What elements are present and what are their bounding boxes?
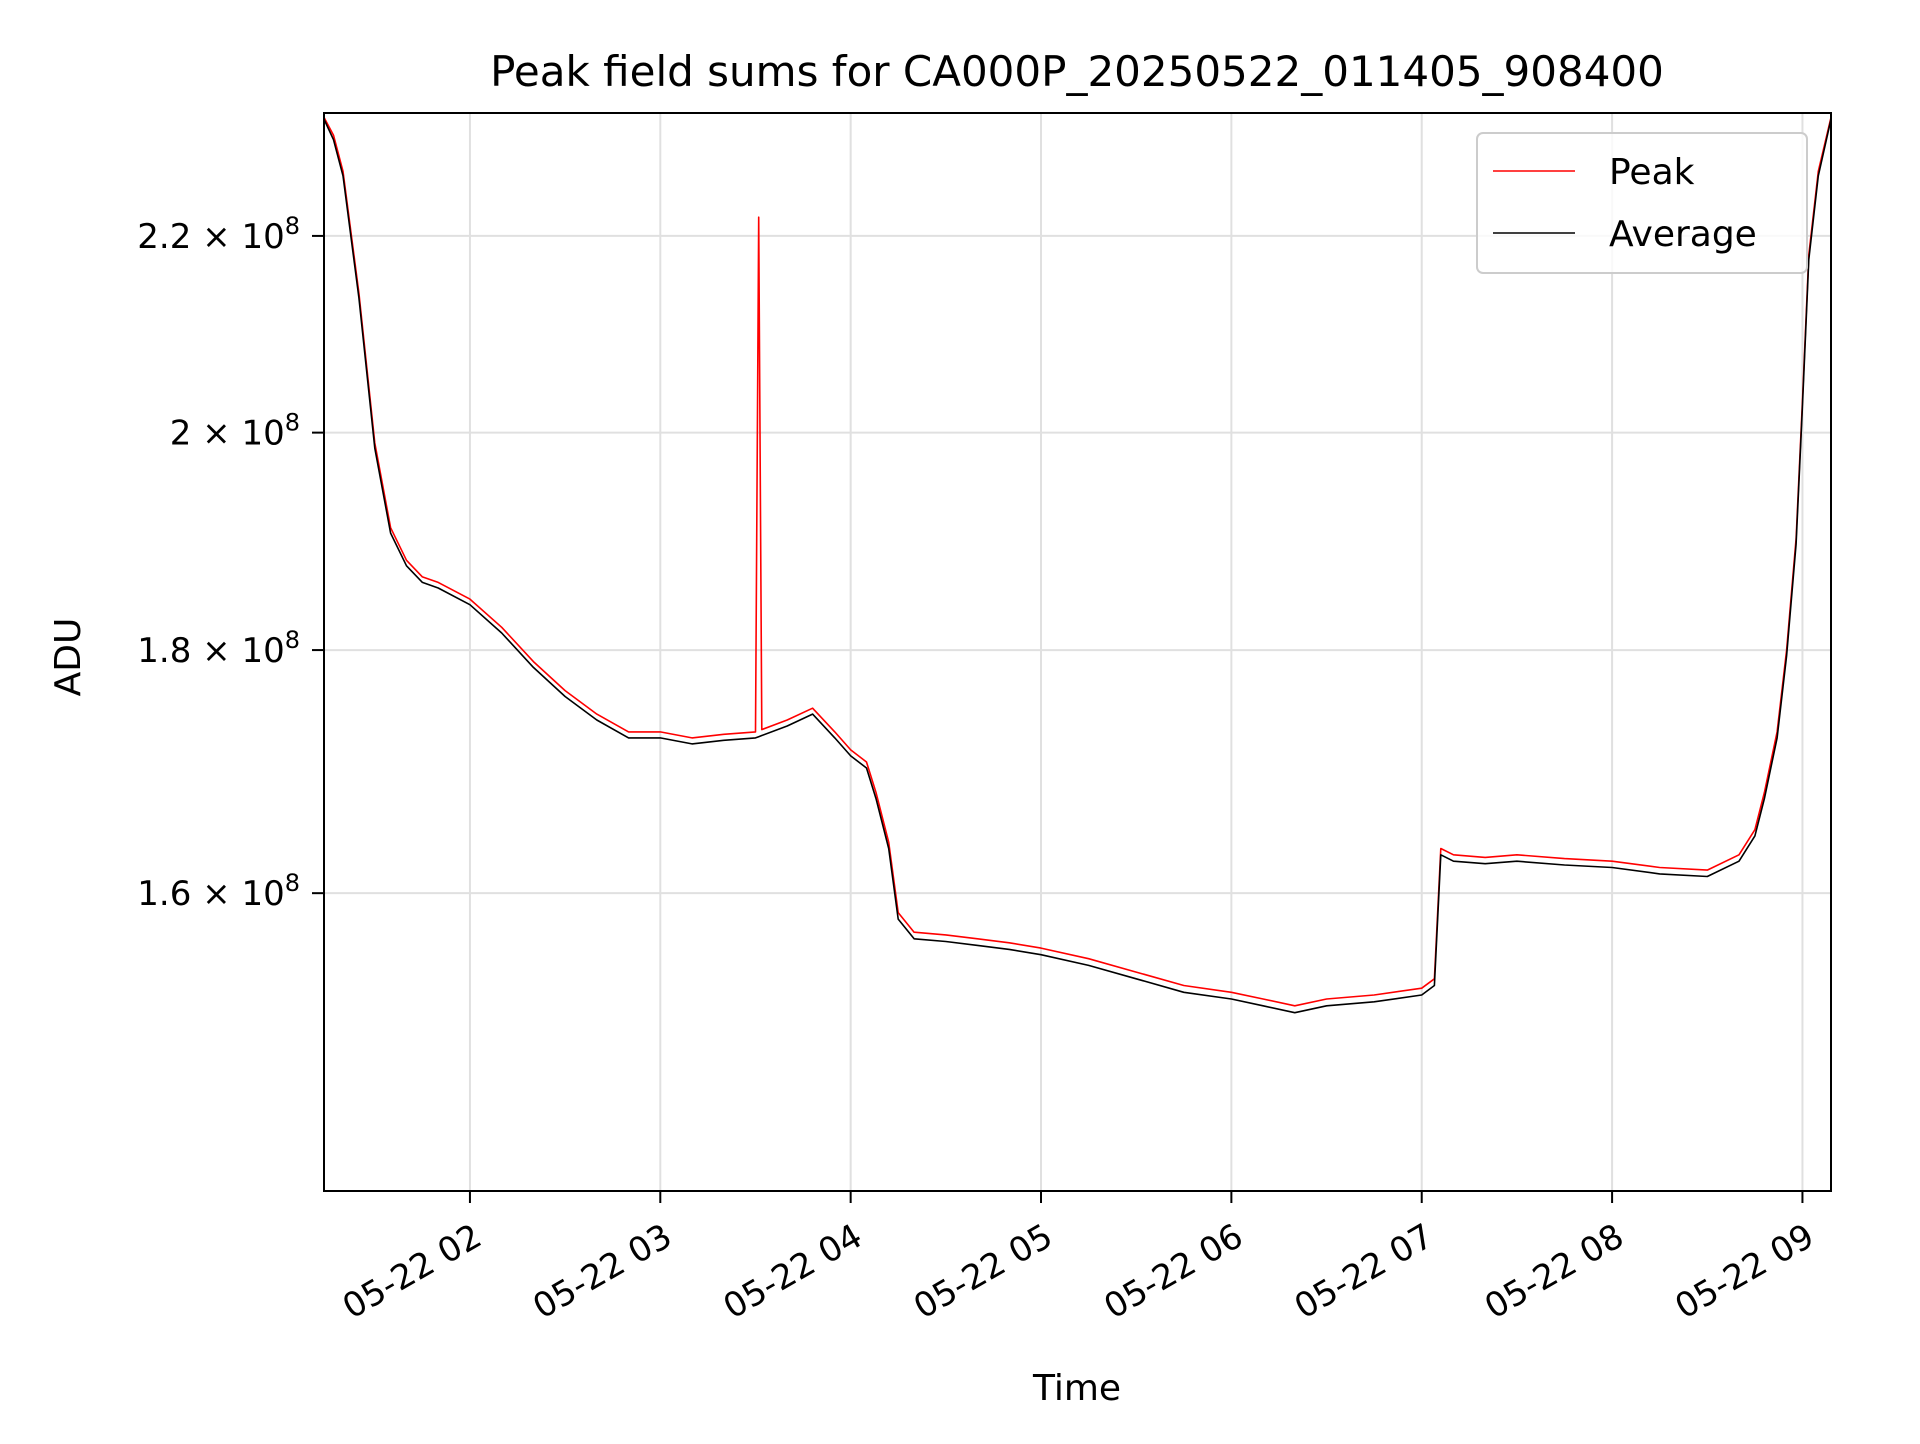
- y-tick-label: 2.2 × 108: [137, 212, 300, 257]
- grid-lines: [324, 113, 1831, 1191]
- y-axis-label: ADU: [48, 618, 89, 697]
- legend-label-peak: Peak: [1609, 152, 1695, 193]
- plot-frame: [323, 112, 1832, 1192]
- y-tick-label: 2 × 108: [170, 409, 300, 454]
- y-tick-label: 1.6 × 108: [137, 869, 300, 914]
- series-layer: [323, 117, 1832, 1014]
- legend-box: [1476, 132, 1808, 274]
- chart-title: Peak field sums for CA000P_20250522_0114…: [490, 47, 1664, 96]
- series-line-average: [323, 118, 1832, 1014]
- y-tick-label: 1.8 × 108: [137, 626, 300, 671]
- x-axis-label: Time: [1032, 1368, 1121, 1409]
- legend: Peak Average: [1476, 132, 1808, 274]
- series-line-peak: [323, 117, 1832, 1007]
- legend-label-average: Average: [1609, 214, 1757, 255]
